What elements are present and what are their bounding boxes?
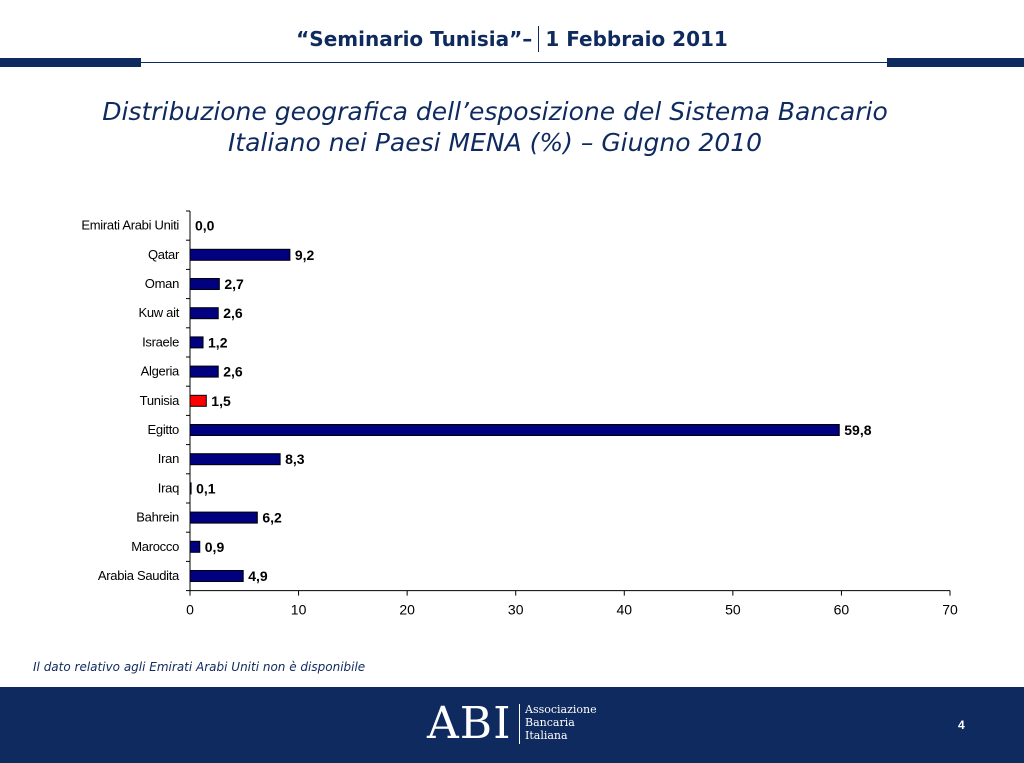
header-accent-left — [0, 58, 141, 67]
bar — [189, 540, 201, 553]
data-label: 8,3 — [285, 451, 305, 467]
category-label: Algeria — [141, 364, 180, 379]
slide-title-line2: Italiano nei Paesi MENA (%) – Giugno 201… — [227, 128, 763, 157]
data-label: 0,9 — [205, 539, 225, 555]
footer-band — [0, 687, 1024, 763]
logo-line-1: Associazione — [525, 703, 597, 716]
category-label: Qatar — [148, 247, 180, 262]
bar — [189, 336, 204, 349]
abi-logo-text: Associazione Bancaria Italiana — [525, 703, 597, 742]
bar — [189, 424, 840, 436]
x-tick-label: 10 — [291, 602, 307, 618]
data-label: 59,8 — [844, 422, 871, 438]
category-label: Kuw ait — [138, 305, 179, 320]
logo-divider — [519, 704, 520, 744]
bar — [189, 307, 219, 320]
x-tick-label: 70 — [942, 602, 958, 618]
slide-title: Distribuzione geografica dell’esposizion… — [0, 96, 990, 158]
data-label: 0,1 — [196, 480, 216, 496]
bar — [189, 570, 244, 582]
bar — [189, 453, 281, 466]
bar — [189, 278, 220, 290]
header-title-right: 1 Febbraio 2011 — [545, 27, 728, 51]
category-label: Iran — [158, 451, 179, 466]
logo-line-2: Bancaria — [525, 716, 575, 729]
bar — [189, 365, 219, 378]
logo-line-3: Italiana — [525, 729, 568, 742]
data-label: 4,9 — [248, 568, 268, 584]
bar — [189, 511, 258, 524]
footnote: Il dato relativo agli Emirati Arabi Unit… — [33, 660, 366, 674]
x-tick-label: 40 — [616, 602, 632, 618]
data-label: 2,7 — [224, 276, 244, 292]
bar — [189, 248, 291, 261]
header-rule — [141, 62, 887, 63]
category-label: Oman — [145, 276, 179, 291]
header-title-left: “Seminario Tunisia”– — [296, 27, 533, 51]
category-label: Emirati Arabi Uniti — [81, 218, 179, 233]
category-label: Israele — [142, 334, 179, 349]
category-label: Iraq — [158, 480, 179, 495]
category-label: Tunisia — [140, 393, 180, 408]
x-tick-label: 20 — [399, 602, 415, 618]
bar — [189, 394, 207, 407]
category-label: Bahrein — [136, 510, 179, 525]
data-label: 2,6 — [223, 364, 243, 380]
bar — [189, 482, 192, 495]
category-label: Egitto — [148, 422, 180, 437]
data-label: 6,2 — [262, 510, 282, 526]
data-label: 1,2 — [208, 334, 228, 350]
x-tick-label: 60 — [834, 602, 850, 618]
page-number: 4 — [958, 718, 965, 732]
x-tick-label: 0 — [186, 602, 194, 618]
bar-chart: 0 10 20 30 40 50 60 70 Emirati Arabi Uniti 0,0 Qat… — [81, 210, 958, 618]
x-tick-label: 30 — [508, 602, 524, 618]
category-label: Arabia Saudita — [98, 568, 180, 583]
header-accent-right — [887, 58, 1024, 67]
abi-logo-mark: ABI — [427, 698, 512, 749]
category-label: Marocco — [131, 539, 179, 554]
data-label: 1,5 — [211, 393, 231, 409]
data-label: 9,2 — [295, 247, 315, 263]
data-label: 0,0 — [195, 218, 215, 234]
data-label: 2,6 — [223, 305, 243, 321]
x-tick-label: 50 — [725, 602, 741, 618]
header-title: “Seminario Tunisia”– 1 Febbraio 2011 — [0, 25, 1024, 54]
header-separator — [538, 25, 540, 52]
slide-title-line1: Distribuzione geografica dell’esposizion… — [102, 97, 888, 126]
